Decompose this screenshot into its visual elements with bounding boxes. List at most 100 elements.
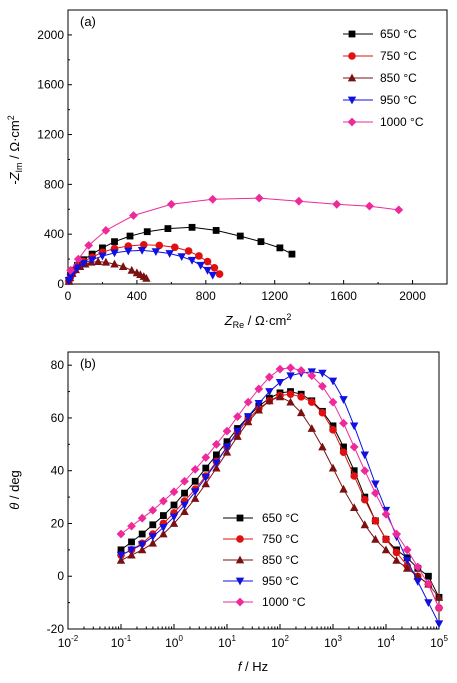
- data-point-b: [148, 533, 157, 542]
- data-point-b: [371, 480, 380, 489]
- data-point-a: [73, 264, 82, 273]
- data-point-a: [196, 261, 205, 270]
- data-point-a: [110, 249, 119, 258]
- data-point-b: [180, 507, 189, 516]
- y-axis-ticks-b: -20 0 20 40 60 80: [47, 358, 72, 636]
- nyquist-plot: 0 400 800 1200 1600 2000 0400800120016002000 …: [6, 9, 448, 330]
- data-point-b: [180, 501, 189, 510]
- y-axis-title-b: θ / deg: [7, 470, 22, 510]
- series-b-3: [116, 368, 444, 629]
- data-point-b: [212, 459, 221, 468]
- data-point-b: [360, 495, 369, 504]
- data-point-b: [275, 364, 285, 374]
- data-point-a: [171, 243, 179, 252]
- legend-marker-b: [235, 555, 245, 564]
- data-point-a: [208, 194, 218, 204]
- data-point-b: [169, 519, 179, 527]
- data-point-b: [222, 443, 232, 452]
- data-point-b: [213, 451, 220, 459]
- data-point-b: [382, 535, 390, 544]
- legend-entry-b: 650 °C: [223, 511, 299, 525]
- data-point-b: [233, 412, 242, 422]
- data-point-a: [79, 260, 88, 268]
- data-point-b: [181, 489, 188, 497]
- data-point-b: [127, 550, 136, 559]
- legend-marker-a: [348, 52, 356, 60]
- data-point-a: [187, 256, 197, 265]
- data-point-b: [212, 463, 221, 472]
- data-point-a: [87, 256, 97, 265]
- data-point-b: [286, 372, 295, 381]
- y-tick-label-a: 1600: [37, 78, 64, 92]
- data-point-a: [210, 264, 219, 272]
- legend-label-a: 750 °C: [380, 49, 417, 63]
- data-point-b: [434, 592, 444, 601]
- data-point-a: [294, 196, 304, 206]
- data-point-b: [222, 447, 232, 456]
- data-point-b: [169, 513, 179, 522]
- data-point-b: [265, 372, 274, 382]
- data-point-b: [169, 487, 179, 497]
- data-point-a: [93, 257, 103, 265]
- data-point-b: [350, 467, 358, 475]
- legend-marker-b: [235, 597, 245, 607]
- x-axis-ticks-b: 10-2 10-1 100 101 102 103 104 105: [58, 624, 448, 650]
- data-point-b: [413, 578, 422, 586]
- data-point-a: [137, 246, 147, 255]
- data-point-b: [296, 366, 306, 375]
- legend-marker-b: [235, 577, 245, 586]
- y-tick-label-b: 40: [51, 464, 65, 478]
- data-point-b: [349, 442, 359, 452]
- series-a-3: [64, 246, 217, 286]
- data-point-b: [233, 427, 242, 436]
- data-point-b: [381, 509, 391, 519]
- data-point-b: [149, 521, 157, 529]
- legend-label-a: 1000 °C: [380, 115, 424, 129]
- data-point-b: [254, 400, 263, 408]
- data-point-a: [164, 225, 172, 232]
- series-b-2: [116, 392, 444, 601]
- data-point-b: [116, 551, 126, 560]
- data-point-b: [424, 579, 433, 589]
- legend-entry-b: 850 °C: [223, 553, 299, 567]
- x-tick-label-b: 101: [218, 634, 236, 650]
- legend-label-a: 950 °C: [380, 93, 417, 107]
- data-point-a: [394, 205, 404, 215]
- x-tick-label-a: 1200: [261, 289, 288, 303]
- data-point-a: [236, 232, 244, 240]
- data-point-b: [275, 378, 285, 387]
- data-point-a: [288, 250, 296, 258]
- plot-frame-b: [67, 351, 440, 630]
- bode-phase-plot: 10-2 10-1 100 101 102 103 104 105 -20020406080 …: [7, 351, 448, 674]
- data-point-b: [318, 408, 327, 417]
- data-point-b: [329, 426, 337, 434]
- data-point-b: [307, 398, 316, 406]
- data-point-b: [170, 501, 178, 509]
- data-point-b: [201, 453, 211, 462]
- legend-entry-a: 950 °C: [343, 93, 417, 107]
- series-group-b: [116, 363, 444, 629]
- x-axis-title-b: f / Hz: [238, 659, 268, 674]
- x-axis-ticks-a: 0 400 800 1200 1600 2000: [65, 280, 426, 303]
- data-point-b: [349, 422, 359, 431]
- x-tick-label-a: 2000: [399, 289, 426, 303]
- data-point-a: [177, 253, 186, 261]
- y-tick-label-a: 0: [57, 277, 64, 291]
- legend-marker-a: [347, 96, 357, 105]
- data-point-b: [329, 422, 337, 430]
- data-point-b: [243, 417, 253, 426]
- legend-label-a: 850 °C: [380, 71, 417, 85]
- y-tick-label-b: 80: [51, 358, 65, 372]
- series-line-a: [70, 197, 399, 271]
- y-axis-title-a: -ZIm / Ω·cm2: [6, 115, 24, 185]
- legend-marker-a: [347, 117, 357, 127]
- data-point-a: [101, 257, 111, 266]
- legend-entry-b: 1000 °C: [223, 595, 306, 609]
- data-point-b: [223, 438, 231, 446]
- data-point-b: [371, 534, 380, 543]
- y-axis-ticks-a: 0 400 800 1200 1600 2000: [37, 28, 72, 291]
- data-point-b: [328, 397, 338, 407]
- x-tick-label-a: 800: [196, 289, 216, 303]
- x-tick-label-a: 400: [127, 289, 147, 303]
- data-point-b: [360, 466, 370, 476]
